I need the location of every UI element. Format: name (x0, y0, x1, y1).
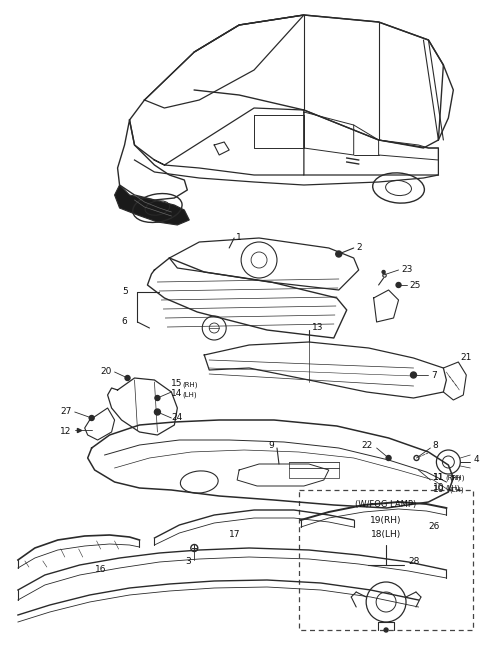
Circle shape (396, 282, 401, 288)
Text: 10: 10 (433, 485, 445, 495)
Text: (RH): (RH) (182, 381, 198, 388)
Text: 4: 4 (473, 455, 479, 464)
Circle shape (155, 409, 160, 415)
Text: 2: 2 (357, 244, 362, 252)
Text: 15: 15 (171, 379, 183, 388)
Text: 1: 1 (236, 233, 242, 242)
Text: (LH): (LH) (445, 485, 460, 491)
Text: 28: 28 (408, 557, 420, 567)
Text: 10: 10 (433, 483, 445, 493)
Polygon shape (115, 185, 189, 225)
Text: (LH): (LH) (449, 487, 464, 493)
Text: (RH): (RH) (445, 475, 461, 481)
Text: 26: 26 (429, 522, 440, 531)
Circle shape (89, 415, 94, 421)
Circle shape (155, 396, 160, 400)
Circle shape (382, 271, 385, 274)
Text: (LH): (LH) (182, 392, 197, 398)
Text: 7: 7 (432, 371, 437, 379)
Text: 9: 9 (268, 441, 274, 449)
Text: (RH): (RH) (449, 475, 465, 481)
Text: 21: 21 (460, 354, 472, 362)
Circle shape (336, 251, 342, 257)
Text: 14: 14 (171, 389, 183, 398)
Text: 19(RH): 19(RH) (371, 515, 402, 525)
Text: 25: 25 (409, 280, 421, 290)
Text: (W/FOG LAMP): (W/FOG LAMP) (356, 500, 417, 508)
Text: 12: 12 (60, 428, 72, 436)
Circle shape (386, 455, 391, 460)
FancyBboxPatch shape (299, 490, 473, 630)
Text: 8: 8 (432, 441, 438, 451)
Circle shape (125, 375, 130, 381)
Text: 11: 11 (433, 474, 445, 483)
Text: 27: 27 (60, 407, 72, 417)
Text: 23: 23 (402, 265, 413, 274)
Text: 20: 20 (100, 367, 111, 377)
Text: 16: 16 (95, 565, 106, 574)
Text: 5: 5 (122, 288, 128, 297)
Text: 3: 3 (186, 557, 192, 567)
Text: 22: 22 (361, 441, 372, 451)
Text: 6: 6 (122, 318, 128, 326)
Text: 13: 13 (312, 324, 324, 333)
Text: 11: 11 (433, 474, 445, 483)
Text: 18(LH): 18(LH) (371, 529, 401, 538)
Circle shape (410, 372, 417, 378)
Circle shape (384, 628, 388, 632)
Text: 24: 24 (171, 413, 182, 422)
Text: 17: 17 (229, 530, 240, 539)
